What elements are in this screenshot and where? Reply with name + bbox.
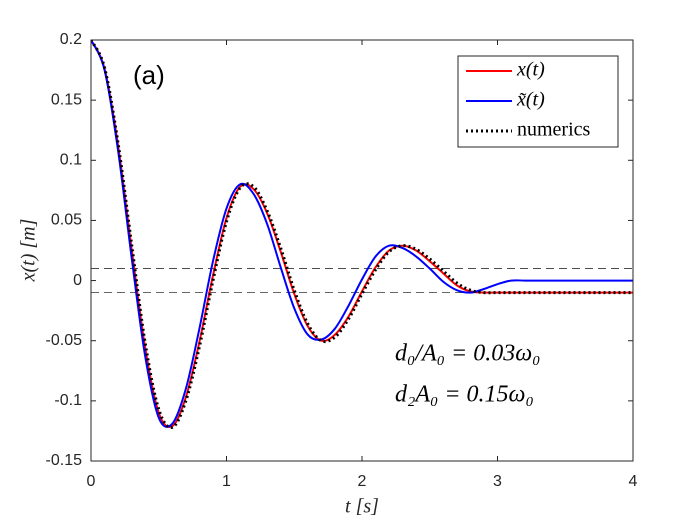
- legend-label: x(t): [516, 59, 545, 81]
- x-axis-label: t [s]: [345, 496, 379, 518]
- y-tick-label: 0.05: [51, 212, 82, 229]
- legend-label: x̃(t): [516, 89, 545, 111]
- x-tick-label: 1: [222, 473, 231, 490]
- x-tick-label: 3: [493, 473, 502, 490]
- series-line: [91, 40, 633, 430]
- y-tick-label: -0.05: [46, 332, 83, 349]
- series-line: [91, 40, 633, 428]
- y-tick-label: -0.1: [54, 392, 82, 409]
- y-tick-label: 0.2: [60, 31, 82, 48]
- plot-frame: [90, 39, 634, 462]
- y-axis-label: x(t) [m]: [18, 219, 40, 283]
- x-tick-label: 0: [87, 473, 96, 490]
- legend-label: numerics: [517, 119, 591, 141]
- y-tick-label: 0.1: [60, 152, 82, 169]
- annotation: d₀/A₀ = 0.03ω₀: [395, 341, 541, 367]
- x-tick-label: 4: [629, 473, 638, 490]
- y-tick-label: 0.15: [51, 91, 82, 108]
- y-tick-label: 0: [73, 272, 82, 289]
- annotation: d₂A₀ = 0.15ω₀: [395, 382, 534, 408]
- y-tick-label: -0.15: [46, 452, 83, 469]
- panel-label: (a): [133, 60, 165, 90]
- x-tick-label: 2: [358, 473, 367, 490]
